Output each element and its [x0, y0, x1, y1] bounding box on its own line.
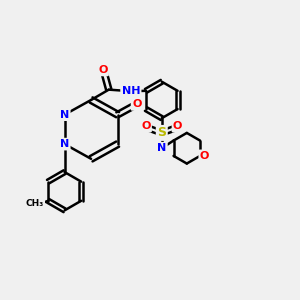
Text: O: O	[132, 99, 141, 110]
Text: N: N	[157, 143, 167, 153]
Text: CH₃: CH₃	[26, 199, 44, 208]
Text: O: O	[141, 121, 151, 131]
Text: N: N	[60, 110, 69, 120]
Text: N: N	[60, 139, 69, 149]
Text: O: O	[173, 121, 182, 131]
Text: NH: NH	[122, 86, 140, 96]
Text: O: O	[98, 65, 108, 75]
Text: O: O	[200, 151, 209, 161]
Text: S: S	[157, 126, 166, 140]
